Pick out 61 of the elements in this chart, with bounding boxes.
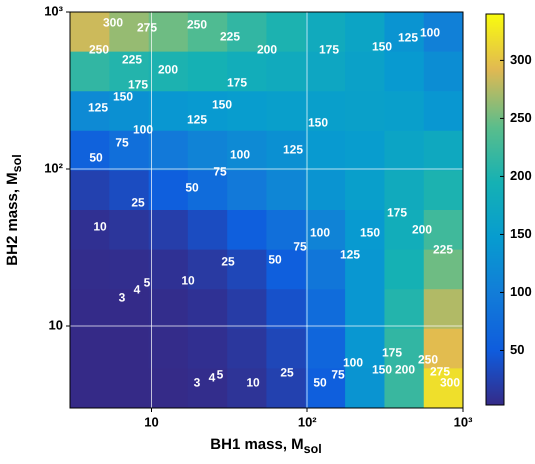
x-tick-label: 10³ [454,414,474,430]
annotation: 150 [372,362,392,376]
annotation: 100 [230,147,250,162]
annotation: 25 [221,254,235,268]
color-bar-label: 150 [510,226,532,242]
annotation: 5 [216,367,224,382]
y-tick-label: 10² [44,160,64,176]
x-tick-label: 10 [144,414,159,430]
annotation: 150 [308,115,328,130]
annotation: 50 [313,375,327,390]
annotation: 175 [318,42,340,56]
annotation: 4 [208,370,216,384]
x-axis-title: BH1 mass, M$_{sol}$ [210,436,322,456]
annotation: 150 [212,97,232,112]
annotation: 200 [158,62,178,76]
annotation: 125 [88,100,108,114]
annotation: 150 [372,39,392,54]
annotation: 125 [186,112,208,126]
color-bar-label: 250 [510,110,532,125]
annotation: 125 [340,247,360,262]
annotation: 75 [115,135,129,150]
annotation: 250 [186,17,208,32]
annotation: 10 [246,375,260,390]
color-bar-label: 300 [510,52,532,67]
annotation: 175 [226,75,248,90]
annotation: 125 [282,142,304,156]
annotation: 75 [293,239,307,254]
annotation: 225 [432,242,454,256]
annotation: 175 [128,77,148,92]
annotation: 5 [144,275,151,290]
annotation: 175 [386,205,408,220]
annotation: 125 [398,30,418,44]
y-tick-label: 10 [48,318,63,333]
annotation: 3 [194,375,201,390]
annotation: 10 [181,273,195,288]
color-bar-label: 100 [510,284,532,300]
y-tick-label: 10³ [44,4,64,19]
annotation: 100 [342,355,364,370]
annotation: 10 [93,219,107,234]
annotation: 50 [185,180,199,194]
annotation: 200 [394,362,416,376]
annotation: 225 [122,52,142,66]
annotation: 25 [280,365,294,380]
annotation: 50 [89,150,103,164]
annotation: 4 [134,282,141,296]
annotation: 150 [112,89,134,104]
annotation: 200 [412,222,432,236]
color-bar-label: 50 [510,342,524,358]
annotation: 225 [220,29,240,44]
annotation: 100 [420,25,440,40]
annotation: 150 [360,225,380,240]
annotation: 175 [382,345,402,360]
color-bar-label: 200 [510,168,532,184]
annotation: 100 [310,225,330,240]
annotation: 50 [268,252,282,266]
annotation: 3 [118,290,126,304]
x-tick-label: 10² [298,414,318,430]
annotation: 300 [102,15,124,30]
annotation: 75 [331,367,345,382]
annotation: 25 [131,195,145,210]
annotation: 200 [256,42,278,56]
